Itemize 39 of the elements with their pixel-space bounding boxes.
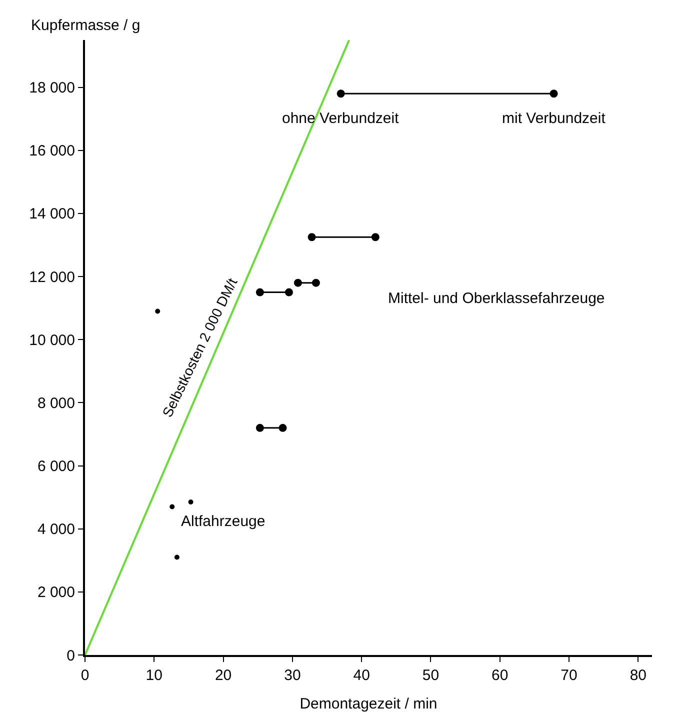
point — [278, 424, 287, 432]
y-tick-label: 10 000 — [29, 332, 75, 349]
x-axis-title: Demontagezeit / min — [300, 696, 438, 712]
x-tick-label: 10 — [146, 667, 162, 684]
x-tick-label: 30 — [284, 667, 301, 684]
y-tick-label: 0 — [66, 647, 75, 664]
y-tick-label: 6 000 — [37, 458, 75, 476]
y-tick-label: 18 000 — [29, 80, 75, 97]
y-tick-label: 16 000 — [29, 142, 75, 160]
x-tick-label: 80 — [630, 667, 647, 684]
y-tick-label: 2 000 — [37, 584, 75, 602]
x-tick-label: 70 — [560, 667, 578, 684]
annotation: Altfahrzeuge — [181, 513, 266, 530]
point — [308, 233, 316, 242]
point — [294, 278, 302, 287]
point — [336, 90, 345, 98]
y-tick-label: 8 000 — [37, 394, 75, 412]
point — [155, 308, 160, 314]
y-tick-label: 14 000 — [29, 206, 75, 223]
y-axis-title: Kupfermasse / g — [31, 17, 140, 34]
y-tick-label: 12 000 — [29, 268, 75, 286]
point — [170, 504, 175, 510]
point — [256, 288, 264, 296]
x-tick-label: 60 — [492, 667, 508, 684]
x-tick-label: 20 — [214, 667, 232, 684]
x-tick-label: 50 — [422, 667, 440, 684]
point — [371, 233, 380, 242]
point — [188, 500, 194, 505]
point — [550, 90, 558, 98]
x-tick-label: 0 — [80, 667, 90, 684]
annotation: Mittel- und Oberklassefahrzeuge — [388, 290, 605, 307]
x-tick-label: 40 — [353, 667, 370, 684]
point — [256, 424, 264, 432]
point — [312, 278, 320, 287]
point — [284, 288, 293, 296]
annotation: ohne Verbundzeit — [282, 110, 400, 127]
point — [174, 554, 180, 560]
y-tick-label: 4 000 — [37, 521, 75, 538]
annotation: mit Verbundzeit — [502, 110, 606, 127]
